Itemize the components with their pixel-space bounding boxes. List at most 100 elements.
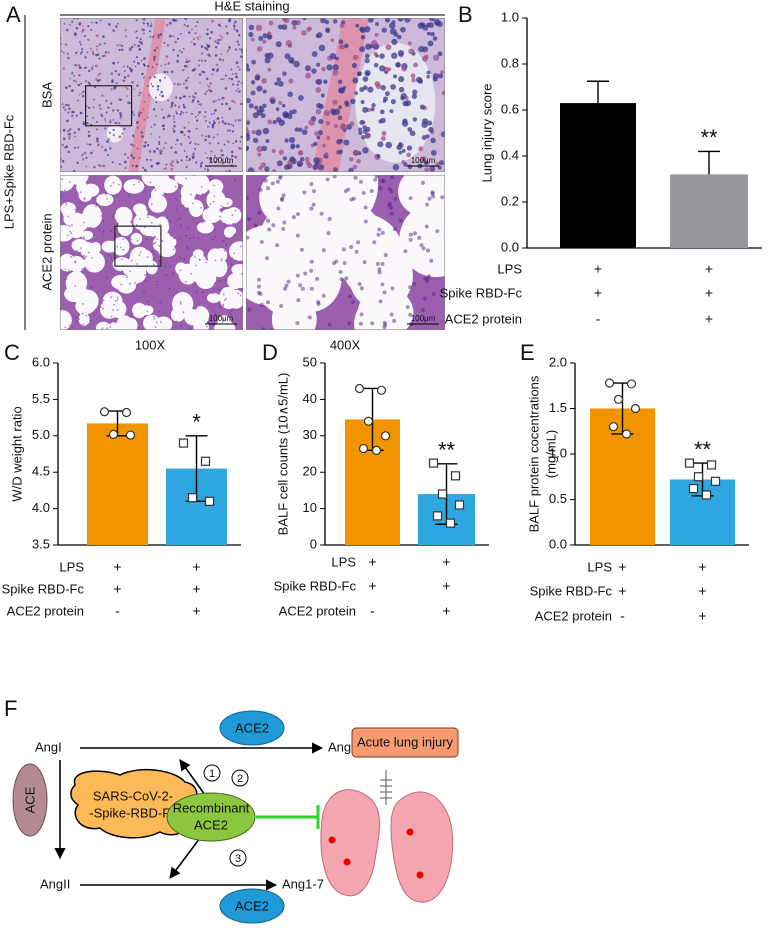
nucleus [113,30,115,33]
nucleus [359,46,366,53]
nucleus [136,263,139,265]
nucleus [390,84,396,90]
nucleus [298,127,303,133]
nucleus [133,88,135,91]
nucleus [204,59,207,62]
nucleus [311,68,317,74]
nucleus [262,89,267,94]
nucleus [191,101,194,104]
nucleus [138,94,140,97]
nucleus [377,141,384,148]
nucleus [207,135,211,138]
nucleus [146,143,150,147]
nucleus [118,233,121,236]
nucleus [228,169,231,172]
nucleus [247,217,252,222]
nucleus [348,156,354,162]
nucleus [236,83,239,86]
nucleus [90,151,93,155]
nucleus [201,221,204,224]
micrograph: 100μm [60,18,243,172]
condition-mark: + [113,581,121,597]
alveolus [174,175,194,185]
nucleus [383,322,388,327]
nucleus [196,36,199,39]
nucleus [165,163,168,166]
nucleus [84,56,87,59]
nucleus [118,98,121,102]
nucleus [246,119,251,124]
nucleus [90,67,94,70]
nucleus [295,321,300,326]
condition-mark: + [192,581,200,597]
nucleus [369,188,374,193]
nucleus [338,138,344,144]
nucleus [359,27,366,33]
micrograph: 100μm [246,175,445,330]
nucleus [422,46,429,53]
nucleus [69,324,71,327]
nucleus [358,179,363,184]
nucleus [206,44,209,47]
nucleus [82,121,85,123]
nucleus [73,75,76,77]
nucleus [374,175,379,179]
nucleus [67,215,70,218]
nucleus [428,126,434,133]
nucleus [133,113,135,116]
nucleus [224,279,227,281]
nucleus [430,137,436,144]
nucleus [171,160,174,163]
nucleus [198,59,201,62]
condition-mark: + [113,559,121,575]
nucleus [90,226,92,229]
nucleus [165,55,169,59]
nucleus [192,99,195,102]
nucleus [226,50,229,53]
nucleus [182,95,185,98]
nucleus [188,95,191,98]
nucleus [174,150,178,154]
nucleus [226,140,229,143]
nucleus [69,128,72,131]
nucleus [199,164,203,168]
alveolus [133,203,147,214]
nucleus [296,298,301,303]
nucleus [326,231,331,236]
nucleus [276,206,281,211]
nucleus [246,195,249,200]
nucleus [67,56,70,60]
nucleus [105,99,108,103]
nucleus [216,68,219,70]
nucleus [209,160,212,162]
nucleus [233,252,235,255]
nucleus [142,18,146,21]
nucleus [99,19,102,22]
nucleus [176,37,180,40]
nucleus [343,189,348,194]
nucleus [79,43,82,46]
nucleus [380,230,385,235]
nucleus [211,68,215,72]
nucleus [135,55,138,59]
condition-mark: + [618,583,626,599]
nucleus [121,48,124,51]
alveolus [206,190,226,210]
nucleus [424,160,429,166]
nucleus [66,52,69,55]
nucleus [176,291,179,293]
y-tick-label: 0.6 [501,101,519,116]
nucleus [425,279,430,284]
nucleus [227,49,230,52]
nucleus [176,138,179,142]
alveolus [155,316,173,330]
nucleus [389,211,394,216]
nucleus [379,109,385,115]
nucleus [182,111,185,114]
nucleus [64,189,66,192]
nucleus [348,167,354,172]
nucleus [213,112,216,115]
nucleus [128,67,132,70]
alveolus [108,322,120,330]
nucleus [371,103,376,108]
